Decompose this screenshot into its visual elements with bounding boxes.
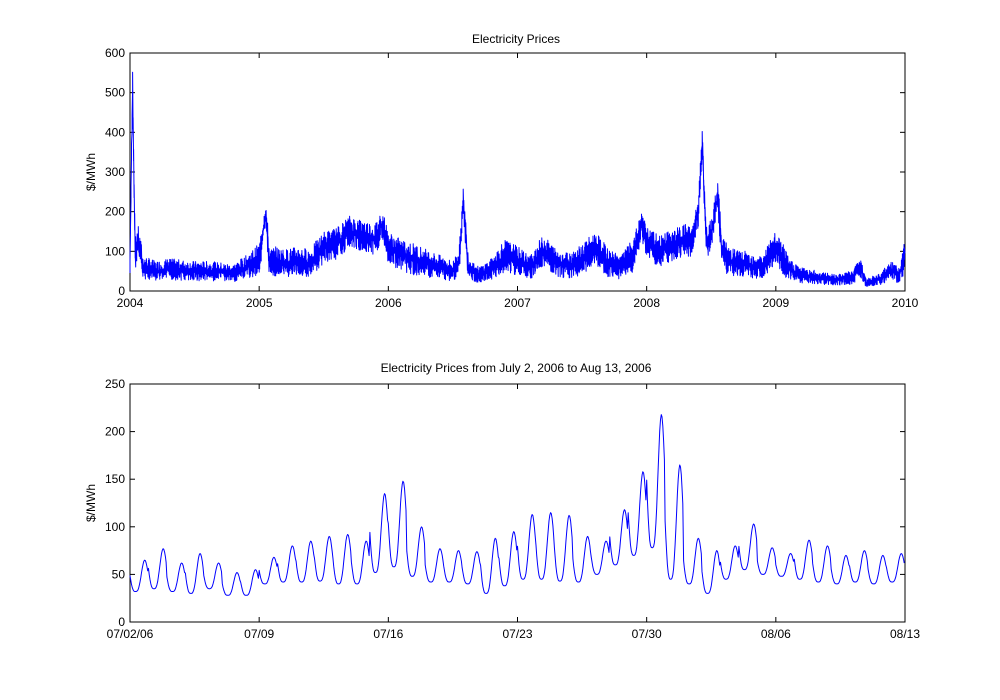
y-tick-label: 250	[105, 377, 125, 391]
series-electricity-prices	[129, 71, 906, 287]
y-tick-label: 300	[105, 165, 125, 179]
y-axis-label: $/MWh	[84, 484, 98, 522]
x-tick-label: 2010	[892, 296, 919, 310]
x-tick-label: 2007	[504, 296, 531, 310]
x-tick-label: 2005	[246, 296, 273, 310]
y-axis-label: $/MWh	[84, 153, 98, 191]
x-tick-label: 08/06	[761, 627, 791, 641]
series-line	[129, 414, 905, 596]
series-line	[129, 71, 906, 287]
x-tick-label: 07/09	[244, 627, 274, 641]
y-tick-label: 200	[105, 205, 125, 219]
y-ticks: 0 50 100 150 200 250	[105, 377, 905, 629]
x-tick-label: 07/02/06	[107, 627, 154, 641]
chart-title: Electricity Prices from July 2, 2006 to …	[381, 361, 652, 375]
x-tick-label: 2006	[375, 296, 402, 310]
y-tick-label: 0	[118, 615, 125, 629]
x-tick-label: 07/23	[502, 627, 532, 641]
y-tick-label: 100	[105, 244, 125, 258]
y-tick-label: 600	[105, 46, 125, 60]
series-electricity-prices-subset	[129, 414, 905, 596]
y-tick-label: 500	[105, 86, 125, 100]
y-tick-label: 100	[105, 520, 125, 534]
x-ticks: 07/02/06 07/09 07/16 07/23 07/30 08/06 08/13	[107, 384, 920, 641]
y-tick-label: 400	[105, 125, 125, 139]
x-tick-label: 07/16	[373, 627, 403, 641]
y-tick-label: 150	[105, 472, 125, 486]
y-ticks: 0 100 200 300 400 500 600	[105, 46, 905, 298]
x-tick-label: 2009	[762, 296, 789, 310]
x-tick-label: 08/13	[890, 627, 920, 641]
x-tick-label: 07/30	[632, 627, 662, 641]
x-tick-label: 2004	[117, 296, 144, 310]
y-tick-label: 50	[112, 567, 126, 581]
y-tick-label: 200	[105, 425, 125, 439]
plot-area	[129, 383, 906, 623]
chart-electricity-prices: Electricity Prices $/MWh 2004 2005 2006 200…	[84, 32, 919, 310]
x-tick-label: 2008	[633, 296, 660, 310]
chart-title: Electricity Prices	[472, 32, 560, 46]
y-tick-label: 0	[118, 284, 125, 298]
x-ticks: 2004 2005 2006 2007 2008 2009 2010	[117, 53, 919, 310]
chart-electricity-prices-july-aug-2006: Electricity Prices from July 2, 2006 to …	[84, 361, 920, 641]
